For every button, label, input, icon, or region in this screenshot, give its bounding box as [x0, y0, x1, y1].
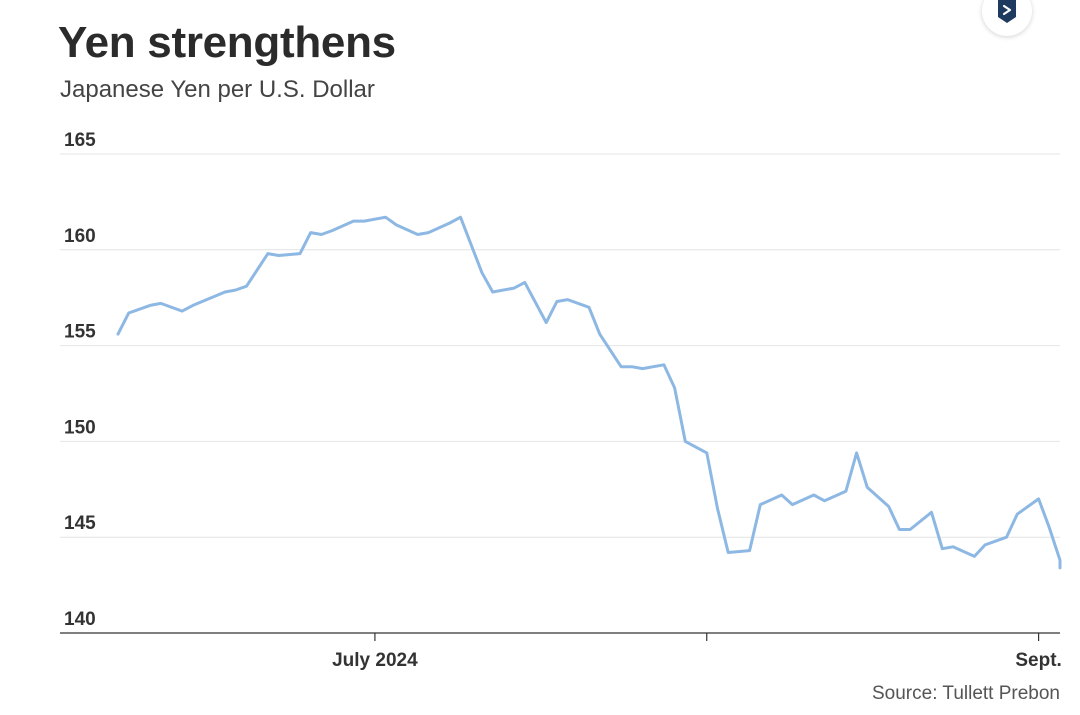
chart-title: Yen strengthens [58, 18, 396, 67]
chart-subtitle: Japanese Yen per U.S. Dollar [60, 76, 375, 103]
y-tick-label-160: 160 [64, 226, 96, 247]
x-tick-label-0: July 2024 [332, 650, 418, 671]
y-tick-label-150: 150 [64, 417, 96, 438]
y-tick-label-145: 145 [64, 513, 96, 534]
source-note: Source: Tullett Prebon [872, 683, 1060, 704]
datawrapper-logo-icon [998, 0, 1016, 23]
y-axis-ticks: 140 145 150 155 160 165 [64, 130, 96, 630]
gridlines [60, 153, 1060, 634]
y-tick-label-155: 155 [64, 322, 96, 343]
x-axis: July 2024 Sept. [332, 633, 1062, 671]
x-tick-label-2: Sept. [1015, 650, 1061, 671]
series-line-0 [116, 215, 1062, 570]
y-tick-label-165: 165 [64, 130, 96, 151]
y-tick-label-140: 140 [64, 609, 96, 630]
series-layer [116, 215, 1062, 570]
